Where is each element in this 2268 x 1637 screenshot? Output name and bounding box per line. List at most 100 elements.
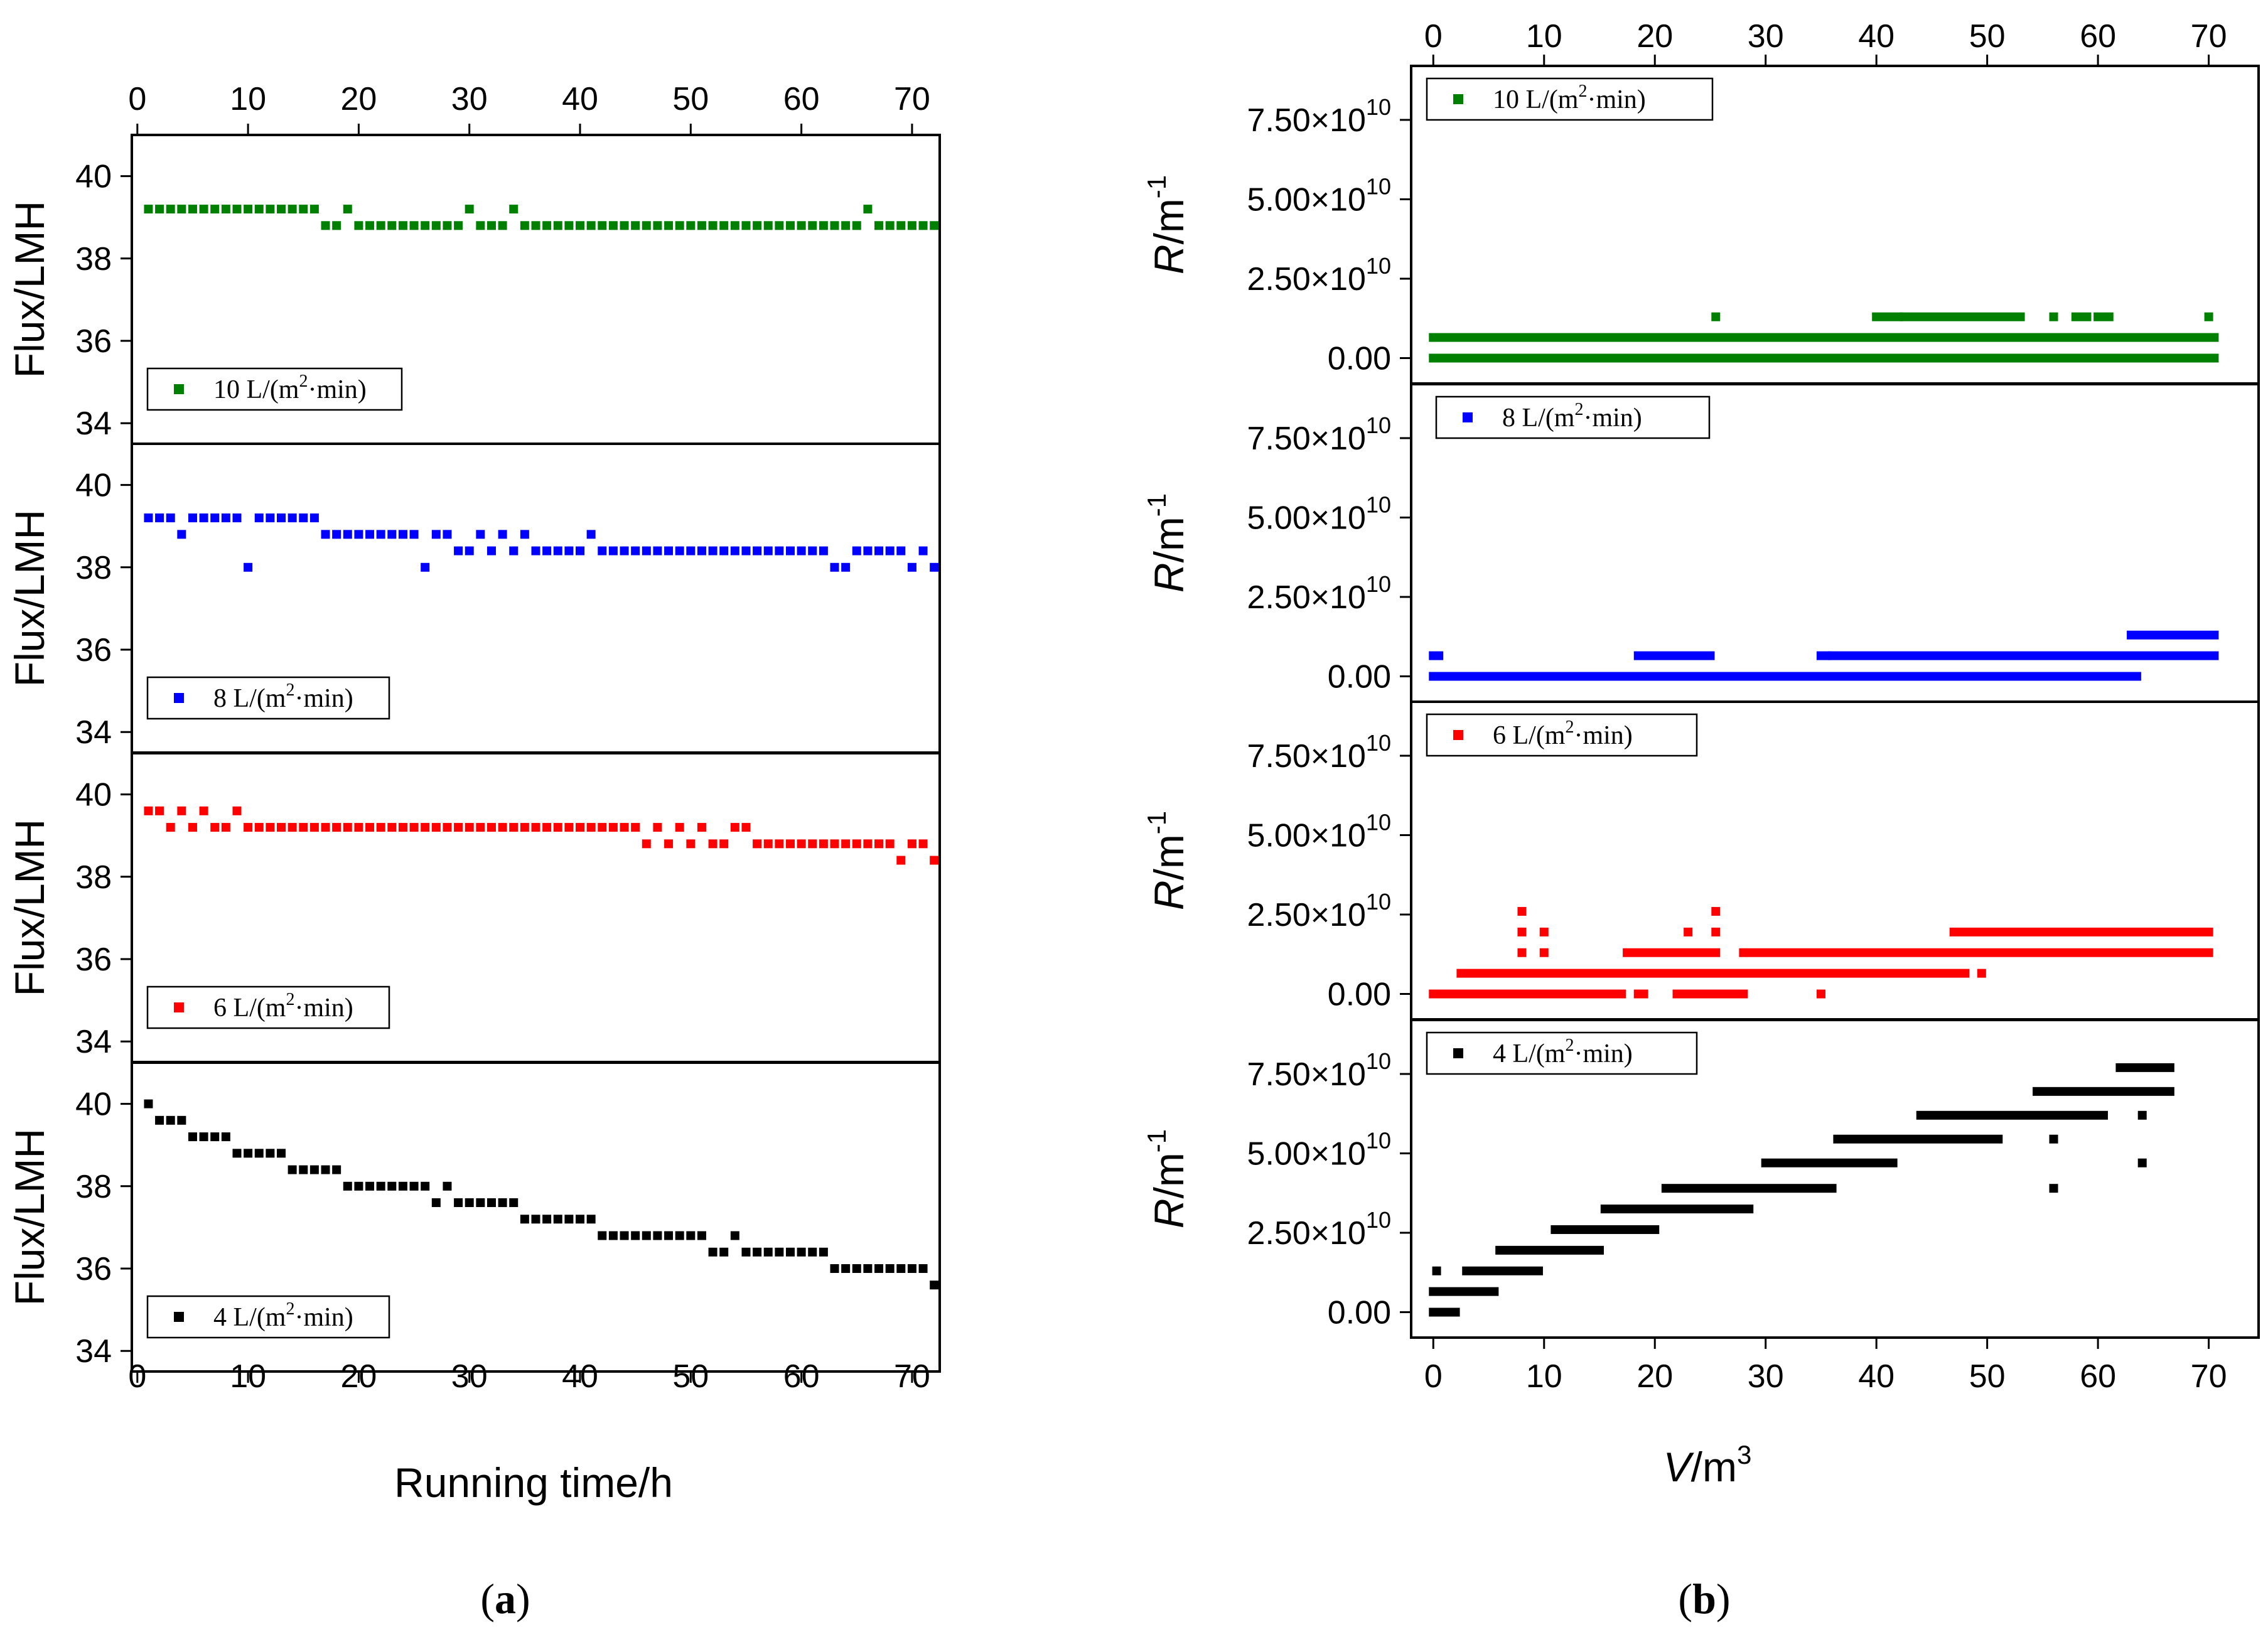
- chart-a-series-3-point: [509, 823, 519, 832]
- chart-a-series-2-point: [376, 530, 385, 539]
- chart-a-top-x-tick-label-20: 20: [340, 81, 377, 117]
- chart-b-series-1-markers: [1429, 312, 2219, 363]
- chart-a-series-1-point: [874, 221, 884, 230]
- chart-b-series-4-point-run: [1916, 1110, 2108, 1120]
- chart-b-series-4-point-run: [1600, 1205, 1754, 1214]
- chart-a-series-3-point: [719, 839, 729, 849]
- chart-a-series-1-point: [288, 205, 297, 214]
- chart-a-series-2-point: [653, 546, 662, 556]
- chart-a-panel-2-y-axis-title: Flux/LMH: [6, 510, 53, 687]
- chart-a-series-2-point: [620, 546, 629, 556]
- chart-a-series-3-point: [498, 823, 507, 832]
- chart-a-panel-3-legend-box: [146, 985, 390, 1029]
- chart-a-series-4-point: [498, 1198, 507, 1208]
- chart-b-panel-2-legend-marker: [1463, 412, 1473, 422]
- chart-b-panel-1-legend: 10 L/(m2·min): [1426, 77, 1714, 121]
- chart-a-series-1-point: [675, 221, 684, 230]
- chart-a-panel-3-y-tick-label-0: 34: [75, 1024, 112, 1060]
- chart-a-panel-1-y-tick-label-2: 38: [75, 241, 112, 277]
- chart-a-series-3-point: [166, 823, 175, 832]
- chart-b-top-x-tick-label-70: 70: [2191, 18, 2227, 55]
- chart-a-top-x-tick-label-70: 70: [894, 81, 930, 117]
- chart-a-series-1-point: [785, 221, 795, 230]
- chart-a-series-2-point: [885, 546, 895, 556]
- chart-a-series-4-point: [730, 1231, 739, 1240]
- chart-a-series-4-point: [797, 1247, 806, 1257]
- chart-a-series-4-point: [199, 1132, 208, 1142]
- chart-a-series-2-point: [199, 513, 208, 523]
- chart-a-series-3-point: [830, 839, 839, 849]
- chart-b-panel-1-y-tick-label-1: 2.50×1010: [1247, 253, 1391, 298]
- chart-a-series-1-point: [620, 221, 629, 230]
- chart-a-series-2-point: [763, 546, 773, 556]
- chart-a-series-1-point: [686, 221, 696, 230]
- chart-a-panel-2-y-tick-label-1: 36: [75, 632, 112, 668]
- chart-b-series-3-point-run: [1517, 948, 1527, 957]
- chart-a-series-2-point: [387, 530, 397, 539]
- chart-b-series-1-point-run: [1429, 353, 2219, 363]
- chart-a-series-2-point: [841, 562, 851, 572]
- chart-a-series-1-point: [155, 205, 164, 214]
- chart-b-series-1-point-run: [2071, 312, 2092, 321]
- chart-b-panel-2-y-tick-label-3: 7.50×1010: [1247, 412, 1391, 457]
- chart-a-series-4-point: [443, 1181, 452, 1191]
- chart-a-series-3-point: [664, 839, 674, 849]
- chart-a-series-4-point: [819, 1247, 828, 1257]
- chart-a-series-2-point: [708, 546, 717, 556]
- chart-a-series-4-point: [741, 1247, 751, 1257]
- chart-a-series-3-point: [863, 839, 873, 849]
- chart-a-series-4-point: [155, 1115, 164, 1125]
- chart-a-series-4-point: [686, 1231, 696, 1240]
- chart-a-series-4-point: [653, 1231, 662, 1240]
- chart-a-series-1-point: [542, 221, 552, 230]
- chart-b-series-2-point-run: [1816, 651, 1831, 660]
- chart-a-series-2-point: [863, 546, 873, 556]
- chart-a-series-1-point: [354, 221, 363, 230]
- chart-a-panel-1-legend: 10 L/(m2·min): [146, 367, 403, 411]
- chart-a-panel-2: 34 36 38 40 Flux/LMH 8 L/(m2·min): [6, 443, 941, 754]
- chart-a-series-2-point: [443, 530, 452, 539]
- chart-a-series-4-point: [697, 1231, 706, 1240]
- chart-a-series-3-point: [520, 823, 529, 832]
- chart-a-series-2-point: [642, 546, 651, 556]
- chart-a-series-2-point: [797, 546, 806, 556]
- chart-a-series-1-point: [653, 221, 662, 230]
- chart-b-bottom-x-tick-label-30: 30: [1748, 1358, 1784, 1395]
- chart-a-series-2-point: [930, 562, 939, 572]
- chart-a-panel-3: 34 36 38 40 Flux/LMH 6 L/(m2·min): [6, 752, 941, 1063]
- chart-a-series-4-point: [288, 1165, 297, 1174]
- chart-b-series-3-markers: [1429, 906, 2213, 999]
- chart-a-series-3-point: [177, 806, 186, 815]
- chart-a-series-3-point: [930, 856, 939, 865]
- chart-a-series-2-point: [907, 562, 916, 572]
- chart-a-series-1-point: [409, 221, 419, 230]
- chart-a-series-1-point: [531, 221, 540, 230]
- chart-a-series-4-point: [542, 1215, 552, 1224]
- chart-a-series-3-point: [598, 823, 607, 832]
- chart-a-series-1-point: [918, 221, 928, 230]
- chart-a-panel-4-legend: 4 L/(m2·min): [146, 1295, 390, 1339]
- chart-b-series-4-point-run: [2033, 1087, 2174, 1096]
- chart-a-series-2-point: [598, 546, 607, 556]
- chart-a-series-3-point: [797, 839, 806, 849]
- chart-b-x-axis-title: V/m3: [1663, 1440, 1752, 1490]
- chart-a-series-4-point: [210, 1132, 220, 1142]
- chart-b-top-x-tick-label-0: 0: [1424, 18, 1443, 55]
- chart-a-series-2-point: [321, 530, 330, 539]
- chart-a-panel-4: 34 36 38 40 Flux/LMH 4 L/(m2·min): [6, 1061, 941, 1373]
- chart-b-series-1-point-run: [2049, 312, 2058, 321]
- chart-a-series-4-point: [576, 1215, 585, 1224]
- chart-a-series-4-point: [376, 1181, 385, 1191]
- chart-b-series-1-point-run: [1711, 312, 1721, 321]
- chart-a-series-3-point: [531, 823, 540, 832]
- chart-a-series-1-point: [520, 221, 529, 230]
- chart-a-series-4-point: [918, 1264, 928, 1273]
- chart-a-series-3-point: [465, 823, 474, 832]
- chart-a-series-1-point: [775, 221, 784, 230]
- chart-a-series-4-point: [343, 1181, 352, 1191]
- chart-a-series-2-point: [177, 530, 186, 539]
- chart-a-series-2-point: [431, 530, 441, 539]
- chart-a-series-1-markers: [144, 205, 939, 230]
- chart-b-bottom-x-tick-label-0: 0: [1424, 1358, 1443, 1395]
- chart-a-series-3-point: [354, 823, 363, 832]
